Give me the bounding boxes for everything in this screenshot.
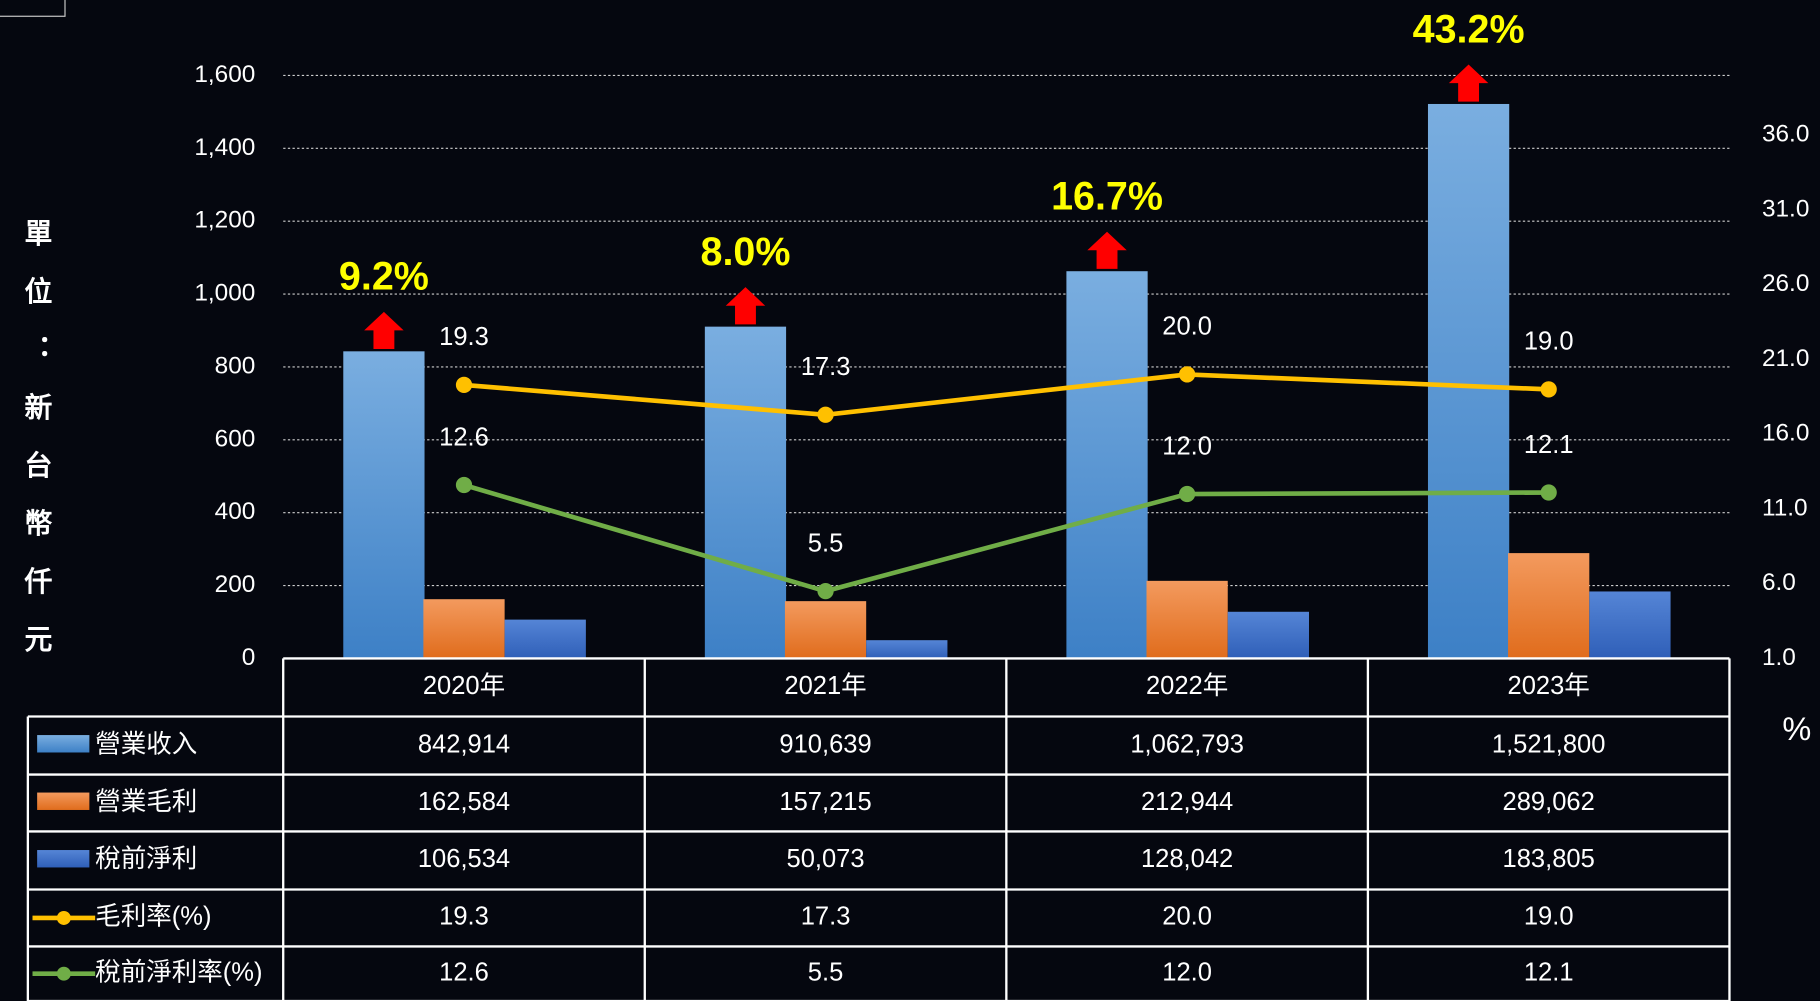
table-cell: 12.0 [1162, 958, 1212, 986]
bar [343, 351, 425, 659]
line-marker [1178, 485, 1196, 503]
data-label: 19.0 [1524, 328, 1574, 356]
x-tick-label: 2022年 [1146, 672, 1228, 700]
line [463, 482, 1549, 594]
table-cell: 12.1 [1524, 958, 1574, 986]
growth-arrow [364, 311, 404, 349]
table-cell: 162,584 [418, 788, 510, 816]
line-marker [817, 406, 834, 423]
table-cell: 20.0 [1162, 903, 1212, 931]
data-label: 19.3 [439, 323, 489, 351]
line-marker [1178, 366, 1196, 383]
growth-label: 9.2% [339, 255, 429, 299]
growth-label: 8.0% [700, 230, 790, 274]
y-tick-label: 200 [215, 571, 256, 598]
bar [784, 601, 867, 659]
data-label: 12.0 [1162, 432, 1212, 460]
bar [704, 326, 787, 659]
bar [1066, 271, 1148, 659]
bar [1589, 591, 1671, 659]
table-cell: 50,073 [787, 845, 865, 873]
y-tick-label: 1,600 [194, 61, 255, 88]
growth-label: 43.2% [1413, 7, 1525, 51]
table-cell: 19.0 [1524, 903, 1574, 931]
bar [1146, 580, 1228, 659]
y2-tick-label: 36.0 [1762, 121, 1809, 148]
line [463, 372, 1549, 418]
table-cell: 157,215 [779, 788, 871, 816]
bar [504, 619, 586, 659]
y-tick-label: 1,000 [194, 280, 255, 307]
table-cell: 1,062,793 [1130, 730, 1244, 758]
y-tick-label: 800 [215, 352, 256, 379]
growth-arrow [725, 287, 766, 325]
y2-tick-label: 11.0 [1762, 494, 1808, 521]
y-tick-label: 400 [215, 498, 256, 525]
y2-axis-label: % [1782, 711, 1811, 747]
x-tick-label: 2020年 [423, 672, 505, 700]
y2-tick-label: 21.0 [1762, 345, 1809, 372]
legend-label: 營業收入 [95, 730, 197, 758]
bar [1427, 103, 1510, 659]
bar [1508, 553, 1590, 659]
growth-label: 16.7% [1051, 175, 1163, 219]
table-cell: 1,521,800 [1492, 730, 1606, 758]
y2-tick-label: 6.0 [1762, 569, 1796, 596]
bar [1227, 611, 1309, 659]
y-tick-label: 0 [242, 644, 256, 671]
data-label: 12.6 [439, 423, 489, 451]
legend-swatch [37, 850, 90, 868]
table-cell: 842,914 [418, 730, 510, 758]
line-marker [455, 376, 473, 394]
legend-label: 稅前淨利率(%) [95, 958, 262, 986]
growth-arrow [1448, 64, 1489, 102]
table-cell: 183,805 [1503, 845, 1595, 873]
table-cell: 12.6 [439, 958, 489, 986]
line-marker [455, 476, 473, 494]
y2-tick-label: 1.0 [1762, 644, 1796, 671]
y2-tick-label: 31.0 [1762, 195, 1809, 222]
line-marker [1540, 484, 1557, 501]
legend-swatch [37, 792, 90, 810]
table-cell: 5.5 [808, 958, 843, 986]
data-label: 17.3 [801, 353, 851, 381]
legend-label: 營業毛利 [95, 788, 197, 816]
line-marker [1540, 381, 1557, 398]
table-cell: 19.3 [439, 903, 489, 931]
y2-tick-label: 26.0 [1762, 270, 1809, 297]
x-tick-label: 2021年 [784, 672, 866, 700]
legend-swatch [56, 966, 71, 981]
bar [423, 599, 505, 659]
bar [866, 640, 948, 659]
y2-tick-label: 16.0 [1762, 420, 1809, 447]
line-marker [817, 583, 834, 600]
x-tick-label: 2023年 [1508, 672, 1590, 700]
data-label: 20.0 [1162, 313, 1212, 341]
table-cell: 289,062 [1503, 788, 1595, 816]
legend-label: 稅前淨利 [95, 845, 197, 873]
y-tick-label: 1,400 [194, 134, 255, 161]
legend-swatch [56, 911, 71, 925]
growth-arrow [1087, 231, 1127, 269]
data-label: 12.1 [1524, 431, 1574, 459]
legend-swatch [37, 735, 90, 753]
table-cell: 128,042 [1141, 845, 1233, 873]
y-tick-label: 600 [215, 425, 256, 452]
table-cell: 17.3 [801, 903, 851, 931]
data-label: 5.5 [808, 529, 843, 557]
table-cell: 212,944 [1141, 788, 1233, 816]
y-axis-label: 單位：新台幣仟元 [21, 218, 53, 682]
corner-box [0, 0, 66, 17]
y-tick-label: 1,200 [194, 207, 255, 234]
table-cell: 910,639 [779, 730, 871, 758]
legend-label: 毛利率(%) [95, 903, 211, 931]
table-cell: 106,534 [418, 845, 510, 873]
